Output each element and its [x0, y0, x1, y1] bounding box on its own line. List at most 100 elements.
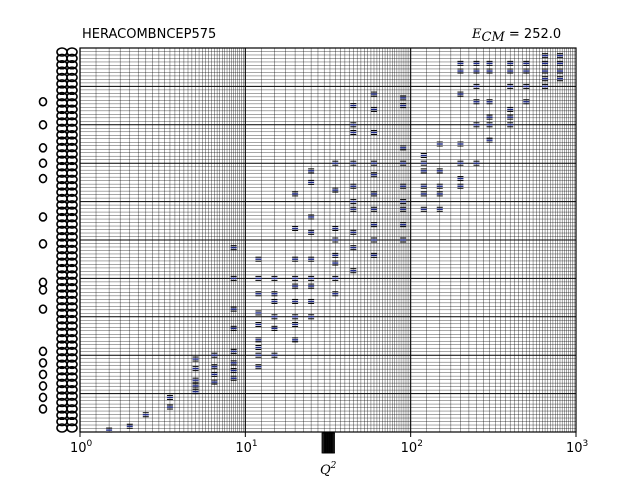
data-point	[271, 314, 278, 320]
data-point	[255, 345, 262, 351]
y-tick-label-glyph	[66, 219, 78, 229]
y-tick-label-glyph	[66, 200, 78, 210]
data-point	[473, 99, 480, 105]
y-tick-label-glyph	[66, 282, 78, 293]
y-tick-label-glyph	[66, 79, 78, 89]
data-point	[332, 225, 339, 231]
data-point	[192, 377, 199, 383]
y-tick-label-glyph	[66, 104, 78, 115]
data-point	[473, 160, 480, 166]
ecm-value: = 252.0	[505, 27, 561, 42]
data-point	[211, 371, 218, 377]
x-label-glyph	[331, 432, 335, 454]
y-tick-label-glyph	[66, 212, 78, 223]
data-point	[542, 60, 549, 66]
y-tick-label-glyph	[66, 66, 78, 76]
data-point	[271, 275, 278, 281]
data-point	[308, 283, 315, 289]
data-point	[230, 348, 237, 354]
data-points	[106, 53, 563, 433]
data-point	[370, 91, 377, 97]
data-point	[400, 237, 407, 243]
ecm-annotation: ECM = 252.0	[471, 27, 561, 45]
data-point	[486, 68, 493, 74]
y-tick-label-glyph	[66, 321, 78, 331]
data-point	[255, 275, 262, 281]
y-tick-label-glyph	[38, 120, 48, 130]
data-point	[420, 183, 427, 189]
y-tick-label-glyph	[66, 308, 78, 319]
x-axis-label-text: Q	[320, 463, 331, 478]
data-point	[400, 160, 407, 166]
data-point	[542, 83, 549, 89]
data-point	[292, 225, 299, 231]
data-point	[255, 337, 262, 343]
data-point	[473, 68, 480, 74]
y-tick-label-glyph	[66, 416, 78, 427]
data-point	[292, 314, 299, 320]
y-tick-label-glyph	[66, 168, 78, 178]
data-point	[292, 298, 299, 304]
data-point	[292, 256, 299, 262]
y-tick-label-glyph	[66, 423, 78, 433]
data-point	[255, 310, 262, 316]
y-tick-label-glyph	[38, 346, 48, 357]
data-point	[292, 275, 299, 281]
data-point	[400, 145, 407, 151]
data-point	[332, 260, 339, 266]
y-tick-label-glyph	[66, 232, 78, 242]
data-point	[166, 394, 173, 400]
data-point	[420, 160, 427, 166]
y-tick-label-glyph	[66, 327, 78, 338]
y-tick-label-glyph	[66, 225, 78, 236]
y-tick-label-glyph	[66, 244, 78, 255]
y-tick-label-glyph	[66, 397, 78, 408]
data-point	[486, 60, 493, 66]
y-tick-label-glyph	[66, 365, 78, 376]
data-point	[486, 137, 493, 143]
y-tick-label-glyph	[66, 155, 78, 166]
data-point	[271, 352, 278, 358]
data-point	[370, 206, 377, 212]
y-tick-label-glyph	[66, 117, 78, 127]
data-point	[308, 214, 315, 220]
data-point	[436, 168, 443, 174]
data-point	[473, 83, 480, 89]
data-point	[126, 423, 133, 429]
y-tick-label-glyph	[66, 302, 78, 312]
data-point	[308, 314, 315, 320]
y-tick-label-glyph	[66, 359, 78, 370]
data-point	[400, 95, 407, 101]
data-point	[486, 122, 493, 128]
y-tick-label-glyph	[66, 384, 78, 395]
data-point	[400, 222, 407, 228]
data-point	[192, 356, 199, 362]
y-tick-label-glyph	[38, 212, 48, 222]
data-point	[350, 122, 357, 128]
data-point	[400, 199, 407, 205]
y-tick-label-glyph	[66, 181, 78, 191]
data-point	[192, 383, 199, 389]
data-point	[230, 375, 237, 381]
data-point	[507, 60, 514, 66]
y-tick-label-glyph	[38, 239, 48, 249]
data-point	[255, 321, 262, 327]
data-point	[436, 183, 443, 189]
data-point	[370, 129, 377, 135]
data-point	[457, 60, 464, 66]
y-tick-label-glyph	[66, 410, 78, 421]
data-point	[332, 291, 339, 297]
data-point	[370, 252, 377, 258]
data-point	[308, 229, 315, 235]
y-tick-label-glyph	[66, 372, 78, 382]
data-point	[457, 91, 464, 97]
data-point	[507, 114, 514, 120]
data-point	[192, 366, 199, 372]
y-tick-label-glyph	[66, 353, 78, 363]
data-point	[507, 106, 514, 112]
y-tick-label-glyph	[66, 295, 78, 306]
data-point	[255, 256, 262, 262]
data-point	[370, 160, 377, 166]
y-tick-label-glyph	[38, 143, 48, 153]
